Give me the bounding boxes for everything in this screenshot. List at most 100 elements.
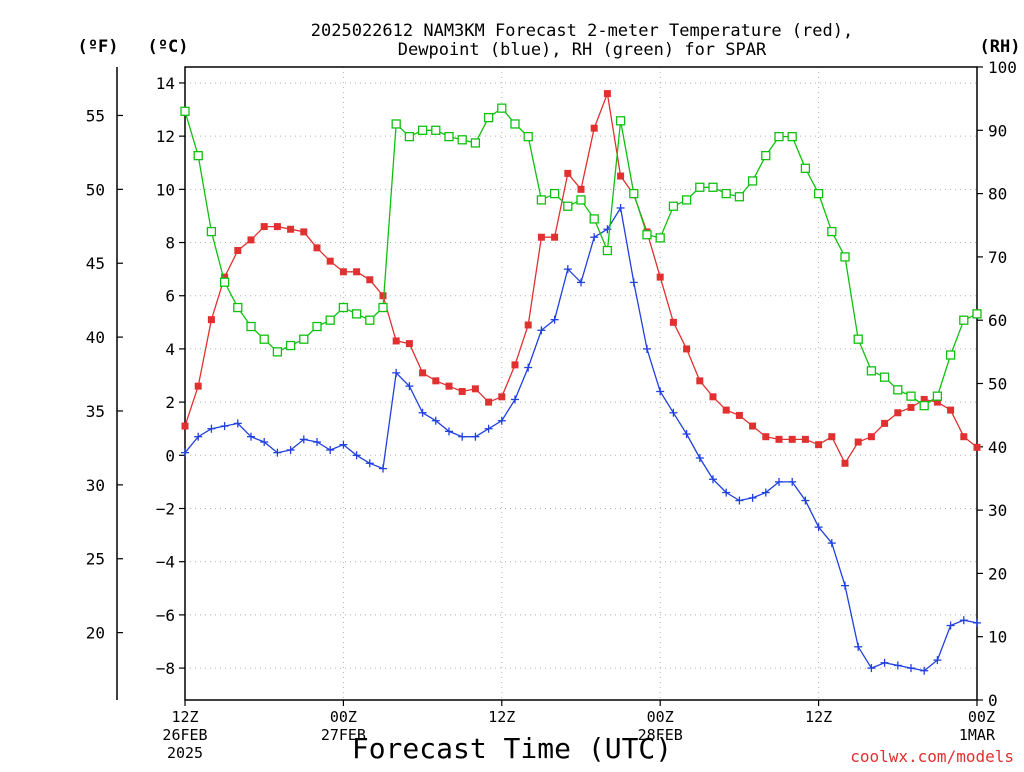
x-tick-label: 00Z <box>968 708 995 726</box>
dewpoint-point <box>867 664 876 673</box>
dewpoint-point <box>748 493 757 502</box>
temperature-point <box>392 337 400 345</box>
temperature-point <box>564 169 572 177</box>
dewpoint-point <box>537 326 546 335</box>
temperature-point <box>353 268 361 276</box>
temperature-point <box>339 268 347 276</box>
rh-tick-label: 100 <box>988 58 1017 77</box>
dewpoint-point <box>709 475 717 484</box>
rh-point <box>893 385 903 395</box>
temperature-point <box>867 433 875 441</box>
x-tick-label: 26FEB <box>162 726 207 744</box>
temperature-point <box>669 318 677 326</box>
celsius-axis-unit: (ºC) <box>148 37 189 57</box>
temperature-point <box>656 273 664 281</box>
temperature-point <box>194 382 202 390</box>
dewpoint-point <box>893 661 902 670</box>
dewpoint-point <box>207 424 216 433</box>
temperature-point <box>788 435 796 443</box>
rh-point <box>510 119 520 129</box>
rh-point <box>602 245 613 256</box>
rh-point <box>457 135 467 145</box>
dewpoint-point <box>629 278 638 287</box>
celsius-tick-label: 2 <box>165 393 175 412</box>
celsius-tick-label: 4 <box>165 340 175 359</box>
rh-point <box>681 195 692 205</box>
rh-point <box>629 188 639 199</box>
rh-point <box>866 366 877 376</box>
rh-point <box>431 125 441 135</box>
temperature-point <box>419 369 427 377</box>
temperature-point <box>749 422 757 430</box>
rh-point <box>576 195 586 205</box>
temperature-point <box>762 433 770 441</box>
temperature-point <box>537 233 545 241</box>
dewpoint-point <box>907 664 915 673</box>
temperature-point <box>181 422 189 430</box>
rh-tick-label: 90 <box>988 121 1007 140</box>
dewpoint-point <box>511 395 519 404</box>
rh-point <box>668 201 679 211</box>
rh-point <box>972 309 982 319</box>
rh-point <box>219 277 230 287</box>
rh-point <box>351 309 362 319</box>
rh-point <box>932 391 943 401</box>
dewpoint-point <box>181 448 189 457</box>
dewpoint-point <box>946 621 955 630</box>
temperature-point <box>590 124 598 132</box>
chart-axes <box>116 66 983 706</box>
dewpoint-point <box>814 523 823 532</box>
rh-point <box>325 315 335 325</box>
temperature-point <box>379 292 387 300</box>
rh-point <box>272 347 283 357</box>
rh-axis-unit: (RH) <box>980 37 1021 57</box>
chart-title: 2025022612 NAM3KM Forecast 2-meter Tempe… <box>311 21 853 60</box>
dewpoint-point <box>497 416 506 425</box>
dewpoint-point <box>365 459 374 468</box>
dewpoint-point <box>431 416 440 425</box>
dewpoint-point <box>326 445 335 454</box>
rh-point <box>444 131 454 142</box>
dewpoint-point <box>959 616 968 625</box>
rh-tick-label: 50 <box>988 375 1007 394</box>
temperature-point <box>933 398 941 406</box>
series-dewpoint <box>181 203 981 675</box>
rh-point <box>483 112 494 123</box>
dewpoint-point <box>524 363 533 372</box>
rh-point <box>206 226 217 237</box>
dewpoint-point <box>577 278 585 287</box>
rh-point <box>285 340 296 351</box>
rh-tick-label: 30 <box>988 501 1007 520</box>
dewpoint-point <box>616 203 625 212</box>
dewpoint-point <box>313 438 321 447</box>
dewpoint-point <box>392 368 401 377</box>
rh-point <box>774 131 784 142</box>
rh-point <box>827 226 837 237</box>
temperature-point <box>815 441 823 449</box>
dewpoint-point <box>405 382 414 391</box>
rh-point <box>536 195 547 205</box>
dewpoint-point <box>352 451 361 460</box>
x-tick-label: 12Z <box>171 708 198 726</box>
rh-point <box>523 131 533 142</box>
temperature-point <box>617 172 625 180</box>
series-rh <box>180 103 982 411</box>
dewpoint-point <box>761 488 770 497</box>
temperature-point <box>841 459 849 467</box>
rh-point <box>259 334 269 344</box>
x-tick-label: 00Z <box>647 708 674 726</box>
x-tick-label: 28FEB <box>638 726 683 744</box>
rh-point <box>246 321 256 332</box>
rh-point <box>497 103 507 113</box>
dewpoint-point <box>880 658 889 667</box>
temperature-point <box>947 406 955 414</box>
temperature-point <box>960 433 968 441</box>
temperature-point <box>432 377 440 385</box>
dewpoint-point <box>299 435 308 444</box>
dewpoint-point <box>920 666 929 675</box>
rh-point <box>945 350 956 360</box>
chart-title-line-2: Dewpoint (blue), RH (green) for SPAR <box>398 40 767 60</box>
rh-point <box>470 138 481 148</box>
dewpoint-point <box>458 432 467 441</box>
rh-point <box>695 182 705 192</box>
